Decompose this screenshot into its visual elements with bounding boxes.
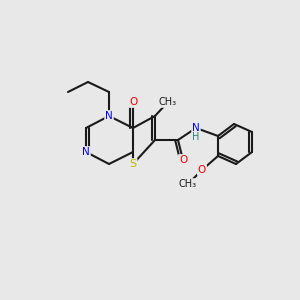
Text: CH₃: CH₃ [179, 179, 197, 189]
Text: N: N [192, 123, 200, 133]
Text: O: O [179, 155, 187, 165]
Text: O: O [129, 97, 137, 107]
Text: H: H [192, 132, 200, 142]
Text: O: O [198, 165, 206, 175]
Text: N: N [82, 147, 90, 157]
Text: S: S [129, 159, 137, 169]
Text: CH₃: CH₃ [159, 97, 177, 107]
Text: N: N [105, 111, 113, 121]
